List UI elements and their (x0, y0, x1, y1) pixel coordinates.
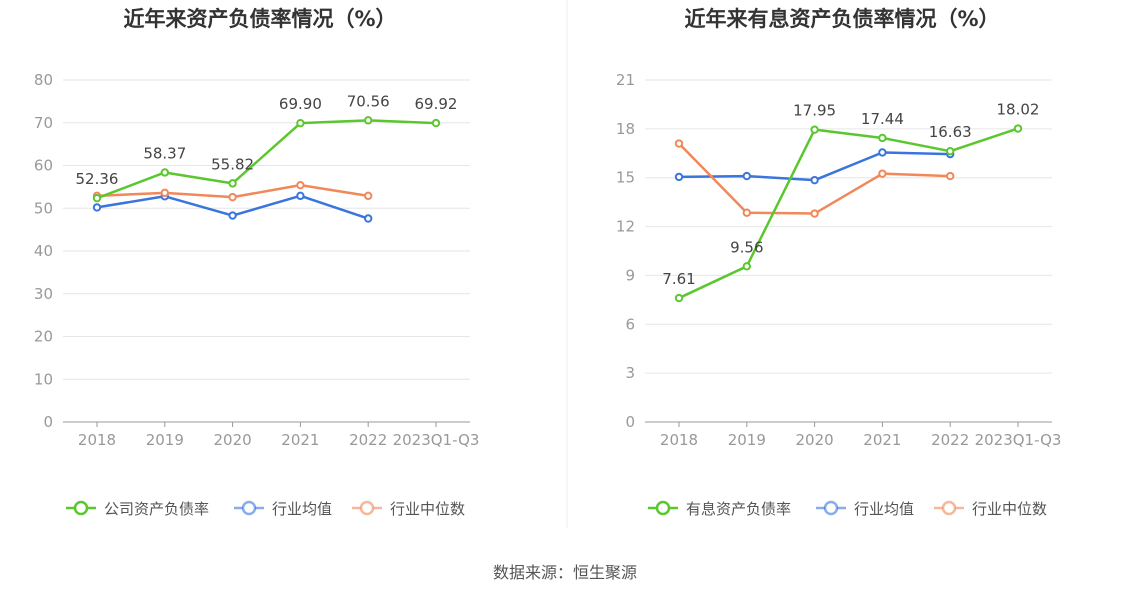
x-tick-label: 2022 (349, 431, 387, 449)
legend-marker-icon (73, 500, 89, 516)
legend-item[interactable]: 行业均值 (816, 500, 914, 518)
data-point[interactable] (228, 211, 237, 220)
data-label: 18.02 (997, 101, 1040, 119)
y-tick-label: 9 (625, 266, 635, 284)
data-point[interactable] (160, 168, 170, 177)
legend-item[interactable]: 公司资产负债率 (66, 500, 209, 518)
y-tick-label: 30 (34, 285, 53, 303)
legend-label: 行业中位数 (390, 500, 465, 518)
data-source-note: 数据来源：恒生聚源 (493, 563, 637, 582)
data-point[interactable] (228, 179, 237, 188)
y-tick-label: 20 (34, 328, 53, 346)
data-point[interactable] (431, 118, 441, 128)
data-point[interactable] (1013, 124, 1023, 133)
data-point[interactable] (92, 203, 102, 212)
y-tick-label: 70 (34, 114, 53, 132)
data-point[interactable] (810, 125, 819, 134)
y-tick-label: 15 (616, 169, 635, 187)
interest-debt-ratio-chart: 近年来有息资产负债率情况（%） 0 3 6 9 12 15 18 21 2018 2019 2020 2… (616, 7, 1062, 518)
data-label: 55.82 (211, 155, 254, 173)
data-point[interactable] (296, 191, 305, 201)
x-tick-label: 2023Q1-Q3 (393, 431, 480, 449)
legend-label: 行业中位数 (972, 500, 1047, 518)
legend-marker-icon (823, 500, 839, 516)
y-tick-label: 0 (625, 413, 635, 431)
y-tick-label: 0 (43, 413, 53, 431)
data-label: 17.95 (793, 102, 836, 120)
x-tick-label: 2019 (728, 431, 766, 449)
data-point[interactable] (878, 133, 887, 143)
series-line (678, 127, 1019, 300)
legend-marker-icon (241, 500, 257, 516)
y-tick-label: 21 (616, 71, 635, 89)
y-tick-label: 80 (34, 71, 53, 89)
data-point[interactable] (364, 191, 373, 201)
data-point[interactable] (878, 169, 887, 178)
data-label: 69.90 (279, 95, 322, 113)
y-tick-label: 12 (616, 218, 635, 236)
y-tick-label: 60 (34, 157, 53, 175)
legend-label: 行业均值 (272, 500, 332, 518)
y-tick-label: 40 (34, 242, 53, 260)
legend-label: 有息资产负债率 (686, 500, 791, 518)
data-label: 52.36 (76, 170, 119, 188)
x-tick-label: 2022 (931, 431, 969, 449)
legend-marker-icon (359, 500, 375, 516)
data-point[interactable] (674, 139, 684, 148)
data-point[interactable] (364, 116, 373, 125)
data-label: 69.92 (415, 95, 458, 113)
data-point[interactable] (742, 262, 751, 271)
legend-label: 行业均值 (854, 500, 914, 518)
legend-label: 公司资产负债率 (104, 500, 209, 518)
x-tick-label: 2020 (214, 431, 252, 449)
chart-title: 近年来资产负债率情况（%） (123, 7, 396, 31)
data-point[interactable] (742, 171, 751, 181)
x-tick-label: 2021 (863, 431, 901, 449)
data-point[interactable] (160, 188, 170, 198)
series-line (96, 119, 437, 200)
chart-title: 近年来有息资产负债率情况（%） (684, 7, 999, 31)
data-point[interactable] (946, 171, 955, 181)
data-point[interactable] (364, 214, 373, 223)
y-tick-label: 50 (34, 199, 53, 217)
data-label: 17.44 (861, 110, 904, 128)
x-tick-label: 2021 (281, 431, 319, 449)
data-point[interactable] (810, 175, 819, 185)
x-tick-label: 2023Q1-Q3 (975, 431, 1062, 449)
data-point[interactable] (296, 180, 305, 190)
data-label: 16.63 (929, 123, 972, 141)
legend-item[interactable]: 行业均值 (234, 500, 332, 518)
x-tick-label: 2019 (146, 431, 184, 449)
data-point[interactable] (946, 146, 955, 156)
data-point[interactable] (674, 293, 684, 303)
data-label: 58.37 (143, 144, 186, 162)
legend-item[interactable]: 行业中位数 (934, 500, 1047, 518)
data-point[interactable] (878, 148, 887, 157)
debt-ratio-chart: 近年来资产负债率情况（%） 0 10 20 30 40 50 60 70 80 2018 2019 20… (34, 7, 480, 518)
y-tick-label: 3 (625, 364, 635, 382)
data-point[interactable] (742, 208, 751, 217)
legend-item[interactable]: 行业中位数 (352, 500, 465, 518)
x-tick-label: 2018 (660, 431, 698, 449)
y-tick-label: 10 (34, 370, 53, 388)
data-label: 9.56 (730, 238, 763, 256)
legend-marker-icon (941, 500, 957, 516)
x-tick-label: 2020 (796, 431, 834, 449)
data-label: 70.56 (347, 92, 390, 110)
y-tick-label: 6 (625, 315, 635, 333)
data-point[interactable] (810, 209, 819, 218)
x-tick-label: 2018 (78, 431, 116, 449)
data-point[interactable] (296, 118, 305, 128)
data-point[interactable] (92, 193, 102, 203)
data-point[interactable] (228, 192, 237, 202)
legend-item[interactable]: 有息资产负债率 (648, 500, 791, 518)
data-label: 7.61 (662, 270, 695, 288)
legend-marker-icon (655, 500, 671, 516)
data-point[interactable] (674, 172, 684, 182)
y-tick-label: 18 (616, 120, 635, 138)
